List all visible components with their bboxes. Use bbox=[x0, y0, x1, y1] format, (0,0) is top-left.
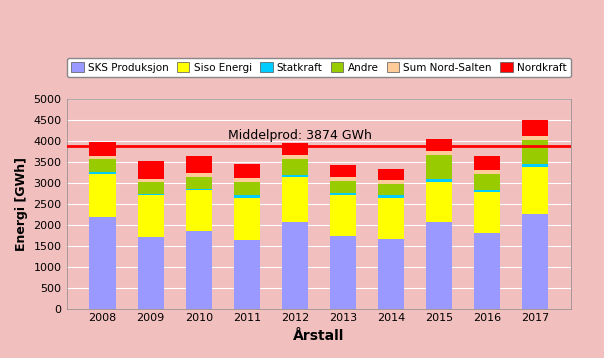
Bar bbox=[474, 174, 500, 190]
Bar bbox=[522, 214, 548, 309]
Bar bbox=[89, 174, 116, 217]
Bar bbox=[378, 180, 404, 184]
Bar bbox=[89, 173, 116, 174]
Bar bbox=[89, 156, 116, 159]
Bar bbox=[378, 195, 404, 198]
Bar bbox=[378, 198, 404, 239]
Bar bbox=[234, 198, 260, 240]
Bar bbox=[330, 181, 356, 193]
Bar bbox=[378, 169, 404, 180]
Bar bbox=[138, 237, 164, 309]
Bar bbox=[89, 142, 116, 156]
Bar bbox=[426, 155, 452, 179]
Bar bbox=[330, 177, 356, 181]
Bar bbox=[522, 164, 548, 166]
Legend: SKS Produksjon, Siso Energi, Statkraft, Andre, Sum Nord-Salten, Nordkraft: SKS Produksjon, Siso Energi, Statkraft, … bbox=[67, 58, 571, 77]
Bar bbox=[378, 184, 404, 195]
Bar bbox=[234, 195, 260, 198]
Bar bbox=[185, 156, 212, 173]
Bar bbox=[185, 177, 212, 189]
Bar bbox=[185, 189, 212, 190]
Bar bbox=[281, 175, 308, 178]
Bar bbox=[426, 179, 452, 182]
Bar bbox=[330, 236, 356, 309]
Bar bbox=[281, 178, 308, 222]
Bar bbox=[522, 120, 548, 136]
Bar bbox=[234, 164, 260, 178]
Bar bbox=[474, 190, 500, 192]
Bar bbox=[89, 217, 116, 309]
Bar bbox=[474, 156, 500, 170]
Bar bbox=[234, 183, 260, 195]
Bar bbox=[89, 159, 116, 173]
Bar bbox=[281, 155, 308, 159]
Bar bbox=[522, 166, 548, 214]
Bar bbox=[138, 182, 164, 194]
Bar bbox=[522, 140, 548, 164]
Bar bbox=[474, 170, 500, 174]
Bar bbox=[138, 195, 164, 237]
Bar bbox=[185, 232, 212, 309]
Bar bbox=[330, 193, 356, 195]
Text: Middelprod: 3874 GWh: Middelprod: 3874 GWh bbox=[228, 129, 372, 142]
X-axis label: Årstall: Årstall bbox=[293, 329, 344, 343]
Bar bbox=[474, 192, 500, 233]
Bar bbox=[426, 222, 452, 309]
Bar bbox=[234, 240, 260, 309]
Bar bbox=[281, 142, 308, 155]
Bar bbox=[281, 159, 308, 175]
Bar bbox=[234, 178, 260, 183]
Bar bbox=[426, 182, 452, 222]
Bar bbox=[378, 239, 404, 309]
Y-axis label: Energi [GWh]: Energi [GWh] bbox=[15, 157, 28, 251]
Bar bbox=[426, 151, 452, 155]
Bar bbox=[138, 161, 164, 179]
Bar bbox=[522, 136, 548, 140]
Bar bbox=[474, 233, 500, 309]
Bar bbox=[185, 173, 212, 177]
Bar bbox=[185, 190, 212, 232]
Bar bbox=[138, 194, 164, 195]
Bar bbox=[330, 195, 356, 236]
Bar bbox=[138, 179, 164, 182]
Bar bbox=[426, 139, 452, 151]
Bar bbox=[330, 165, 356, 177]
Bar bbox=[281, 222, 308, 309]
